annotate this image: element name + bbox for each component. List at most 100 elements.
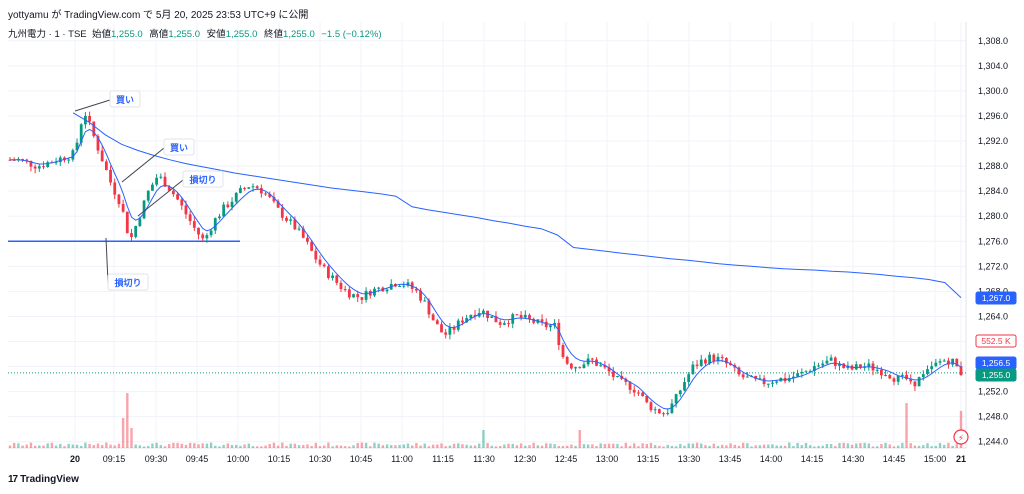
volume-bar bbox=[792, 446, 795, 448]
x-tick-label: 10:45 bbox=[350, 454, 373, 464]
candle-body bbox=[829, 357, 833, 361]
candle-body bbox=[674, 394, 678, 404]
volume-bar bbox=[930, 446, 933, 448]
volume-bar bbox=[369, 446, 372, 448]
price-badge bbox=[975, 291, 1017, 305]
candle-body bbox=[314, 250, 318, 260]
volume-bar bbox=[926, 443, 929, 448]
volume-bar bbox=[314, 442, 318, 448]
volume-bar bbox=[478, 443, 481, 448]
x-tick-label: 10:00 bbox=[227, 454, 250, 464]
candle-body bbox=[649, 402, 653, 411]
candle-body bbox=[490, 316, 494, 318]
candle-body bbox=[854, 364, 858, 370]
candle-body bbox=[532, 318, 536, 323]
candle-body bbox=[712, 354, 716, 362]
volume-bar bbox=[645, 444, 648, 448]
volume-bar bbox=[829, 444, 833, 448]
annotation-box bbox=[107, 273, 149, 291]
volume-bar bbox=[867, 443, 871, 448]
x-tick-label: 10:30 bbox=[309, 454, 332, 464]
candle-body bbox=[402, 285, 406, 287]
volume-bar bbox=[616, 443, 619, 448]
volume-bar bbox=[276, 445, 280, 448]
volume-bar bbox=[415, 443, 418, 448]
volume-bar bbox=[603, 443, 607, 448]
candle-body bbox=[180, 199, 184, 206]
price-badge bbox=[975, 334, 1017, 348]
volume-bar bbox=[691, 443, 695, 448]
volume-bar bbox=[507, 443, 510, 448]
candle-body bbox=[812, 366, 816, 372]
volume-bar bbox=[473, 445, 477, 448]
candle-body bbox=[792, 376, 795, 379]
x-tick-label: 11:30 bbox=[473, 454, 495, 464]
volume-bar bbox=[821, 445, 824, 448]
volume-bar bbox=[800, 445, 804, 448]
volume-bar bbox=[503, 444, 506, 448]
volume-bar bbox=[197, 444, 200, 448]
volume-bar bbox=[683, 445, 686, 448]
candle-body bbox=[716, 356, 720, 362]
candle-body bbox=[900, 374, 904, 376]
volume-bar bbox=[876, 446, 879, 448]
volume-bar bbox=[251, 446, 255, 448]
volume-bar bbox=[352, 445, 355, 448]
candle-body bbox=[364, 291, 368, 300]
volume-bar bbox=[75, 444, 79, 448]
volume-bar bbox=[796, 442, 799, 448]
volume-bar bbox=[377, 443, 380, 448]
annotation-pointer bbox=[121, 147, 165, 183]
volume-bar bbox=[335, 445, 338, 448]
volume-bar bbox=[779, 445, 783, 448]
x-tick-label: 12:45 bbox=[555, 454, 578, 464]
volume-bar bbox=[859, 443, 862, 448]
volume-bar bbox=[612, 443, 615, 448]
volume-bar bbox=[390, 445, 393, 448]
volume-bar bbox=[624, 442, 628, 448]
volume-bar bbox=[272, 442, 276, 448]
y-tick-label: 1,252.0 bbox=[978, 387, 1008, 397]
volume-bar bbox=[147, 446, 150, 448]
candle-body bbox=[134, 225, 138, 237]
volume-bar bbox=[653, 445, 657, 448]
volume-bar bbox=[427, 446, 431, 448]
candle-body bbox=[259, 188, 263, 194]
close-value: 1,255.0 bbox=[283, 29, 315, 40]
price-badge-text: 1,267.0 bbox=[982, 293, 1011, 303]
volume-bar bbox=[327, 442, 330, 448]
volume-bar bbox=[586, 444, 590, 448]
brand-footer[interactable]: 17 TradingView bbox=[8, 474, 79, 485]
volume-bar bbox=[84, 442, 87, 448]
candle-body bbox=[54, 162, 58, 164]
annotation-label: 買い bbox=[170, 143, 188, 153]
volume-bar bbox=[595, 446, 598, 448]
candle-body bbox=[205, 235, 209, 239]
volume-bar bbox=[302, 444, 305, 448]
volume-bar bbox=[922, 445, 925, 448]
symbol-label[interactable]: 九州電力 · 1 · TSE bbox=[8, 29, 87, 40]
volume-bar bbox=[461, 444, 464, 448]
candle-body bbox=[741, 374, 745, 378]
volume-bar bbox=[557, 446, 561, 448]
volume-bar bbox=[553, 444, 556, 448]
candle-body bbox=[444, 332, 448, 335]
candle-body bbox=[603, 365, 607, 368]
candle-body bbox=[335, 275, 339, 283]
volume-bar bbox=[716, 445, 720, 448]
volume-bar bbox=[398, 444, 401, 448]
candle-body bbox=[561, 345, 565, 357]
volume-bar bbox=[38, 445, 41, 448]
x-tick-label: 20 bbox=[70, 454, 80, 464]
x-tick-label: 15:00 bbox=[924, 454, 947, 464]
volume-bar bbox=[687, 443, 690, 448]
candle-body bbox=[419, 290, 422, 301]
volume-bar bbox=[670, 445, 674, 448]
candle-body bbox=[926, 369, 929, 375]
volume-bar bbox=[498, 446, 502, 448]
candle-body bbox=[745, 376, 749, 378]
candle-body bbox=[507, 323, 510, 325]
y-tick-label: 1,300.0 bbox=[978, 86, 1008, 96]
candle-body bbox=[188, 214, 192, 222]
